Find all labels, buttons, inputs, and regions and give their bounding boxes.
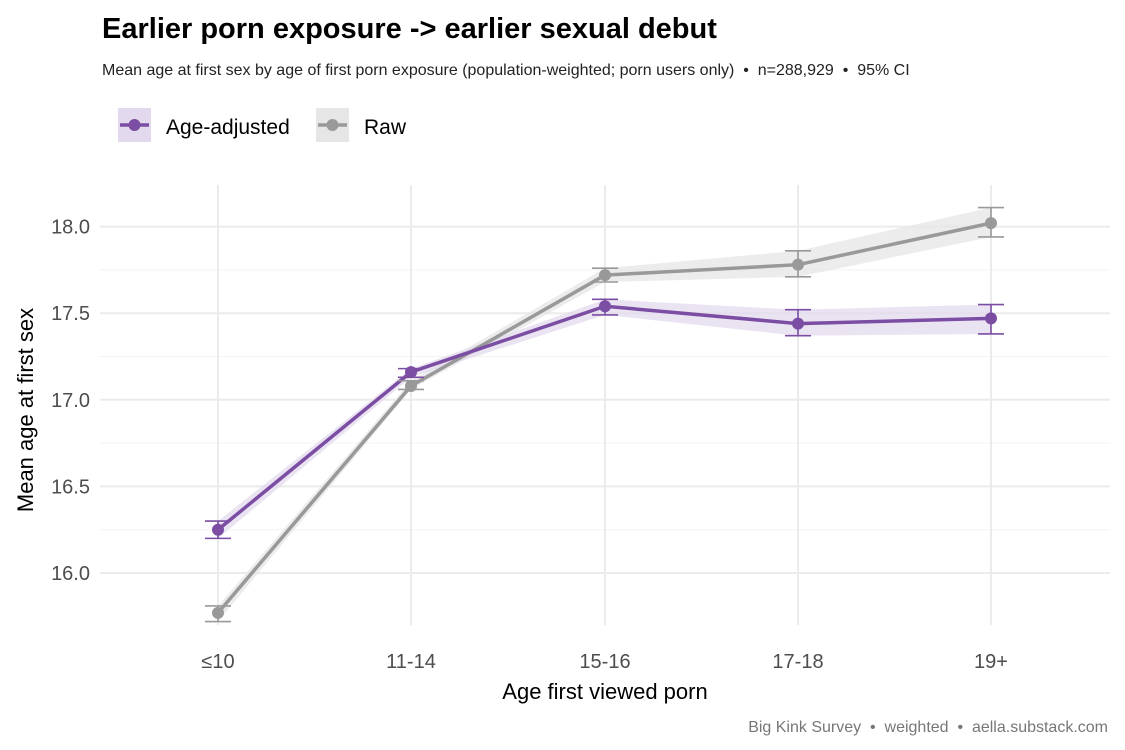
legend: Age-adjusted Raw [118,108,407,142]
data-points [212,217,997,619]
data-point-age-adjusted [792,317,804,330]
x-tick-label: 17-18 [772,651,823,673]
x-tick-label: 11-14 [386,651,436,673]
y-tick-label: 17.0 [51,390,90,412]
data-point-raw [985,217,997,230]
y-tick-label: 16.0 [51,563,90,585]
ci-bands [218,207,991,622]
data-point-raw [792,258,804,271]
legend-label-raw: Raw [364,116,407,139]
y-tick-label: 18.0 [51,217,90,239]
x-tick-label: ≤10 [201,651,234,673]
x-axis-ticks: ≤10 11-14 15-16 17-18 19+ [201,651,1008,673]
ci-band-age-adjusted [218,299,991,539]
legend-marker-age-adjusted [128,119,141,131]
chart-subtitle: Mean age at first sex by age of first po… [102,62,910,79]
ci-band-raw [218,207,991,622]
data-point-age-adjusted [405,366,417,379]
x-tick-label: 15-16 [579,651,630,673]
data-point-raw [405,379,417,392]
data-point-age-adjusted [212,523,224,536]
y-axis-label: Mean age at first sex [13,308,38,512]
chart-title: Earlier porn exposure -> earlier sexual … [102,13,717,45]
x-tick-label: 19+ [974,651,1008,673]
data-point-age-adjusted [599,300,611,313]
y-tick-label: 17.5 [51,303,90,325]
y-tick-label: 16.5 [51,476,90,498]
grid [100,185,1110,625]
chart-caption: Big Kink Survey • weighted • aella.subst… [748,719,1108,736]
x-axis-label: Age first viewed porn [502,679,707,704]
legend-marker-raw [326,119,339,131]
data-point-age-adjusted [985,312,997,325]
y-axis-ticks: 16.0 16.5 17.0 17.5 18.0 [51,217,90,585]
data-point-raw [212,606,224,619]
legend-label-age-adjusted: Age-adjusted [166,116,290,139]
data-point-raw [599,269,611,282]
